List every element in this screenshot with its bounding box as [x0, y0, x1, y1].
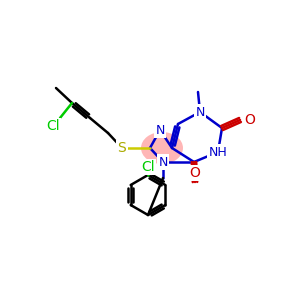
Text: Cl: Cl — [141, 160, 155, 174]
Ellipse shape — [141, 132, 183, 164]
Text: O: O — [190, 166, 200, 180]
Text: O: O — [244, 113, 255, 127]
Text: NH: NH — [208, 146, 227, 158]
Text: N: N — [158, 155, 168, 169]
Text: N: N — [195, 106, 205, 118]
Text: N: N — [155, 124, 165, 136]
Text: S: S — [118, 141, 126, 155]
Text: Cl: Cl — [46, 119, 60, 133]
